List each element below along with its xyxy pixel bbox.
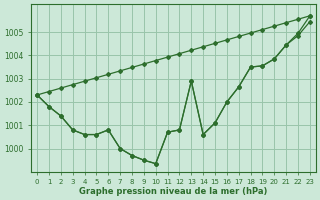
X-axis label: Graphe pression niveau de la mer (hPa): Graphe pression niveau de la mer (hPa)	[79, 187, 268, 196]
